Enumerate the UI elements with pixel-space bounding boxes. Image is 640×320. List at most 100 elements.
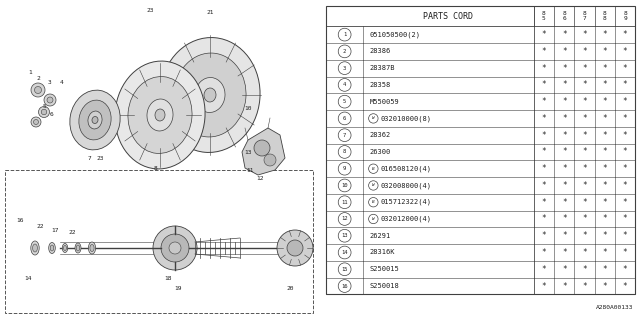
Circle shape bbox=[369, 181, 378, 190]
Text: 016508120(4): 016508120(4) bbox=[381, 165, 431, 172]
Circle shape bbox=[338, 179, 351, 192]
Text: *: * bbox=[582, 64, 587, 73]
Circle shape bbox=[31, 83, 45, 97]
Ellipse shape bbox=[70, 90, 120, 150]
Text: *: * bbox=[582, 265, 587, 274]
Ellipse shape bbox=[31, 241, 39, 255]
Circle shape bbox=[338, 78, 351, 91]
Ellipse shape bbox=[92, 116, 98, 124]
Text: 22: 22 bbox=[68, 229, 76, 235]
Ellipse shape bbox=[204, 88, 216, 102]
Circle shape bbox=[338, 28, 351, 41]
Text: *: * bbox=[562, 265, 566, 274]
Text: 8
6: 8 6 bbox=[563, 11, 566, 21]
Circle shape bbox=[338, 280, 351, 292]
Circle shape bbox=[38, 107, 49, 117]
Text: *: * bbox=[602, 265, 607, 274]
Text: *: * bbox=[582, 80, 587, 89]
Ellipse shape bbox=[128, 76, 192, 154]
Text: *: * bbox=[541, 265, 546, 274]
Ellipse shape bbox=[195, 77, 225, 113]
Circle shape bbox=[338, 229, 351, 242]
Circle shape bbox=[369, 197, 378, 207]
Text: *: * bbox=[582, 231, 587, 240]
Text: *: * bbox=[582, 181, 587, 190]
Text: 13: 13 bbox=[244, 149, 252, 155]
Text: *: * bbox=[623, 64, 627, 73]
Text: 7: 7 bbox=[88, 156, 92, 161]
Text: *: * bbox=[541, 148, 546, 156]
Text: *: * bbox=[623, 148, 627, 156]
Text: *: * bbox=[623, 164, 627, 173]
Circle shape bbox=[338, 263, 351, 276]
Circle shape bbox=[338, 246, 351, 259]
Text: *: * bbox=[602, 181, 607, 190]
Text: 28387B: 28387B bbox=[369, 65, 395, 71]
Text: 8
9: 8 9 bbox=[623, 11, 627, 21]
Ellipse shape bbox=[115, 61, 205, 169]
Text: 3: 3 bbox=[343, 66, 346, 71]
Text: *: * bbox=[623, 97, 627, 106]
Text: 2: 2 bbox=[36, 76, 40, 81]
Text: *: * bbox=[602, 64, 607, 73]
Text: 2: 2 bbox=[343, 49, 346, 54]
Text: S250018: S250018 bbox=[369, 283, 399, 289]
Text: 20: 20 bbox=[286, 285, 294, 291]
Text: *: * bbox=[623, 80, 627, 89]
Text: 28358: 28358 bbox=[369, 82, 391, 88]
Text: W: W bbox=[372, 183, 374, 188]
Text: 11: 11 bbox=[246, 167, 253, 172]
Ellipse shape bbox=[63, 245, 67, 251]
Text: *: * bbox=[602, 231, 607, 240]
Text: W: W bbox=[372, 217, 374, 221]
Circle shape bbox=[338, 112, 351, 125]
Text: *: * bbox=[562, 248, 566, 257]
Text: 6: 6 bbox=[50, 111, 54, 116]
Text: 032012000(4): 032012000(4) bbox=[381, 216, 431, 222]
Text: *: * bbox=[602, 198, 607, 207]
Text: *: * bbox=[541, 214, 546, 223]
Text: 1: 1 bbox=[28, 69, 32, 75]
Circle shape bbox=[161, 234, 189, 262]
Text: *: * bbox=[562, 231, 566, 240]
Text: 16: 16 bbox=[16, 218, 24, 222]
Text: *: * bbox=[582, 97, 587, 106]
Text: 11: 11 bbox=[341, 200, 348, 205]
Circle shape bbox=[338, 95, 351, 108]
Text: 032008000(4): 032008000(4) bbox=[381, 182, 431, 189]
Text: 18: 18 bbox=[164, 276, 172, 281]
Text: 26291: 26291 bbox=[369, 233, 391, 239]
Ellipse shape bbox=[76, 245, 80, 251]
Text: *: * bbox=[541, 114, 546, 123]
Text: 10: 10 bbox=[244, 106, 252, 110]
Text: B: B bbox=[372, 167, 374, 171]
Text: 22: 22 bbox=[36, 223, 44, 228]
Ellipse shape bbox=[155, 109, 165, 121]
Text: *: * bbox=[541, 30, 546, 39]
Text: 16: 16 bbox=[341, 284, 348, 289]
Text: 3: 3 bbox=[48, 79, 52, 84]
Ellipse shape bbox=[160, 37, 260, 152]
Text: *: * bbox=[541, 198, 546, 207]
Text: 19: 19 bbox=[174, 285, 182, 291]
Text: 5: 5 bbox=[42, 105, 46, 109]
Text: 9: 9 bbox=[343, 166, 346, 171]
Circle shape bbox=[41, 109, 47, 115]
Polygon shape bbox=[242, 128, 285, 175]
Ellipse shape bbox=[79, 100, 111, 140]
Ellipse shape bbox=[62, 244, 68, 252]
Text: *: * bbox=[582, 114, 587, 123]
Text: *: * bbox=[541, 231, 546, 240]
Text: *: * bbox=[562, 30, 566, 39]
Text: 4: 4 bbox=[60, 81, 64, 85]
Text: *: * bbox=[623, 30, 627, 39]
Ellipse shape bbox=[147, 99, 173, 131]
Text: *: * bbox=[541, 80, 546, 89]
Text: *: * bbox=[602, 214, 607, 223]
Text: A280A00133: A280A00133 bbox=[596, 305, 634, 310]
Text: *: * bbox=[541, 47, 546, 56]
Circle shape bbox=[31, 117, 41, 127]
Text: *: * bbox=[562, 64, 566, 73]
Text: 13: 13 bbox=[341, 233, 348, 238]
Text: *: * bbox=[562, 148, 566, 156]
